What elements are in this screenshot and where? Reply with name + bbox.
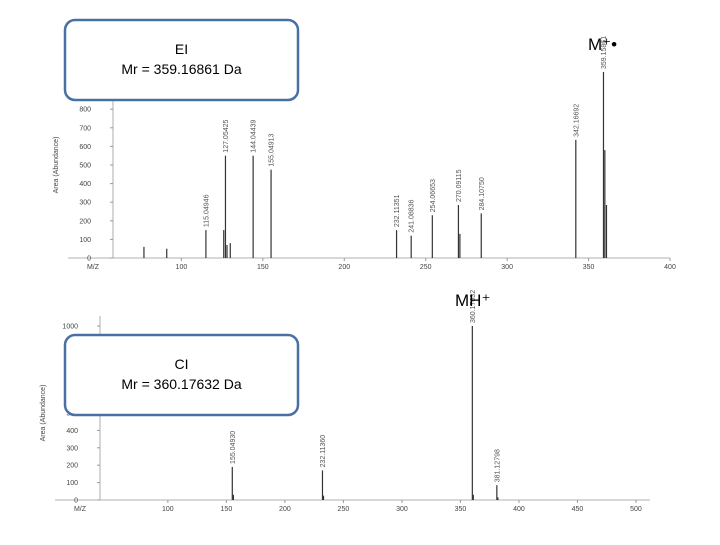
ion-annotation: M⁺• bbox=[588, 35, 617, 54]
x-tick-label: 150 bbox=[221, 506, 233, 513]
peak-label: 241.08836 bbox=[409, 199, 416, 232]
x-tick-label: 200 bbox=[279, 506, 291, 513]
x-axis-label: M/Z bbox=[74, 506, 87, 513]
peak-label: 127.05425 bbox=[223, 120, 230, 153]
x-axis-label: M/Z bbox=[87, 264, 100, 271]
peak-label: 342.16692 bbox=[573, 104, 580, 137]
peak-label: 284.10750 bbox=[479, 177, 486, 210]
x-tick-label: 250 bbox=[338, 506, 350, 513]
info-box bbox=[63, 333, 300, 417]
info-box bbox=[63, 18, 300, 102]
peak-label: 381.12798 bbox=[494, 449, 501, 482]
y-tick-label: 0 bbox=[87, 256, 91, 263]
y-tick-label: 300 bbox=[66, 445, 78, 452]
x-tick-label: 100 bbox=[162, 506, 174, 513]
x-tick-label: 400 bbox=[513, 506, 525, 513]
y-axis-label: Area (Abundance) bbox=[40, 385, 47, 442]
y-tick-label: 200 bbox=[66, 463, 78, 470]
ion-annotation: MH⁺ bbox=[455, 291, 490, 310]
x-tick-label: 450 bbox=[572, 506, 584, 513]
peak-label: 359.15861 bbox=[601, 36, 608, 69]
x-tick-label: 100 bbox=[176, 264, 188, 271]
peak-label: 155.04913 bbox=[269, 133, 276, 166]
x-tick-label: 200 bbox=[338, 264, 350, 271]
peak-label: 232.11360 bbox=[320, 435, 327, 468]
x-tick-label: 150 bbox=[257, 264, 269, 271]
peak-label: 254.06653 bbox=[430, 179, 437, 212]
peak-label: 155.04930 bbox=[230, 431, 237, 464]
y-tick-label: 700 bbox=[79, 125, 91, 132]
y-tick-label: 800 bbox=[79, 107, 91, 114]
y-tick-label: 600 bbox=[79, 144, 91, 151]
x-tick-label: 300 bbox=[501, 264, 513, 271]
y-tick-label: 400 bbox=[79, 181, 91, 188]
y-tick-label: 200 bbox=[79, 218, 91, 225]
y-tick-label: 400 bbox=[66, 428, 78, 435]
box-subtitle: Mr = 360.17632 Da bbox=[121, 376, 241, 392]
peak-label: 232.11351 bbox=[394, 194, 401, 227]
box-title: EI bbox=[175, 41, 188, 57]
y-tick-label: 500 bbox=[79, 163, 91, 170]
x-tick-label: 350 bbox=[455, 506, 467, 513]
y-tick-label: 300 bbox=[79, 200, 91, 207]
peak-label: 115.04946 bbox=[203, 194, 210, 227]
box-subtitle: Mr = 359.16861 Da bbox=[121, 61, 241, 77]
box-title: CI bbox=[175, 356, 189, 372]
x-tick-label: 350 bbox=[583, 264, 595, 271]
x-tick-label: 500 bbox=[630, 506, 642, 513]
y-tick-label: 1000 bbox=[62, 324, 78, 331]
peak-label: 360.17632 bbox=[470, 290, 477, 323]
peak-label: 144.04439 bbox=[251, 120, 258, 153]
peak-label: 270.09115 bbox=[456, 169, 463, 202]
y-axis-label: Area (Abundance) bbox=[53, 137, 60, 194]
y-tick-label: 100 bbox=[79, 237, 91, 244]
x-tick-label: 300 bbox=[396, 506, 408, 513]
y-tick-label: 0 bbox=[74, 498, 78, 505]
y-tick-label: 100 bbox=[66, 480, 78, 487]
x-tick-label: 250 bbox=[420, 264, 432, 271]
x-tick-label: 400 bbox=[664, 264, 676, 271]
